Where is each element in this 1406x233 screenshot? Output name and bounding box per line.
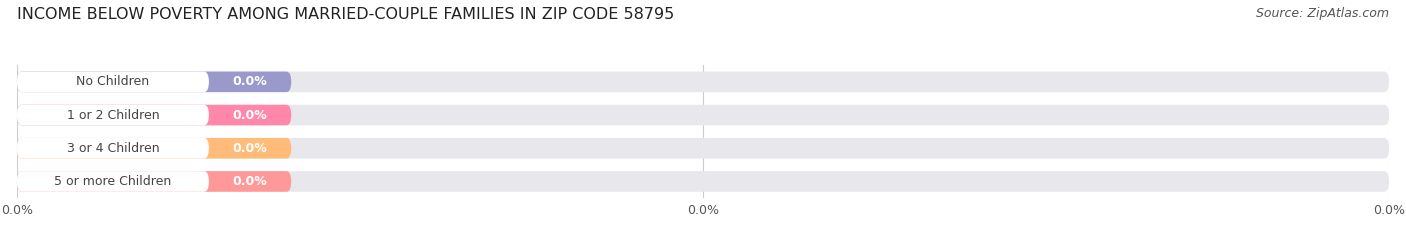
- FancyBboxPatch shape: [17, 171, 209, 192]
- FancyBboxPatch shape: [17, 138, 209, 158]
- FancyBboxPatch shape: [17, 72, 1389, 92]
- Text: 1 or 2 Children: 1 or 2 Children: [66, 109, 159, 122]
- Text: No Children: No Children: [76, 75, 149, 88]
- Text: 0.0%: 0.0%: [233, 175, 267, 188]
- Text: 5 or more Children: 5 or more Children: [55, 175, 172, 188]
- Text: 0.0%: 0.0%: [233, 109, 267, 122]
- FancyBboxPatch shape: [17, 138, 1389, 158]
- Text: Source: ZipAtlas.com: Source: ZipAtlas.com: [1256, 7, 1389, 20]
- FancyBboxPatch shape: [17, 138, 291, 158]
- FancyBboxPatch shape: [17, 72, 291, 92]
- FancyBboxPatch shape: [17, 105, 209, 125]
- FancyBboxPatch shape: [17, 105, 1389, 125]
- Text: 0.0%: 0.0%: [233, 142, 267, 155]
- FancyBboxPatch shape: [17, 105, 291, 125]
- Text: 0.0%: 0.0%: [233, 75, 267, 88]
- FancyBboxPatch shape: [17, 171, 291, 192]
- Text: INCOME BELOW POVERTY AMONG MARRIED-COUPLE FAMILIES IN ZIP CODE 58795: INCOME BELOW POVERTY AMONG MARRIED-COUPL…: [17, 7, 673, 22]
- FancyBboxPatch shape: [17, 72, 209, 92]
- Text: 3 or 4 Children: 3 or 4 Children: [66, 142, 159, 155]
- FancyBboxPatch shape: [17, 171, 1389, 192]
